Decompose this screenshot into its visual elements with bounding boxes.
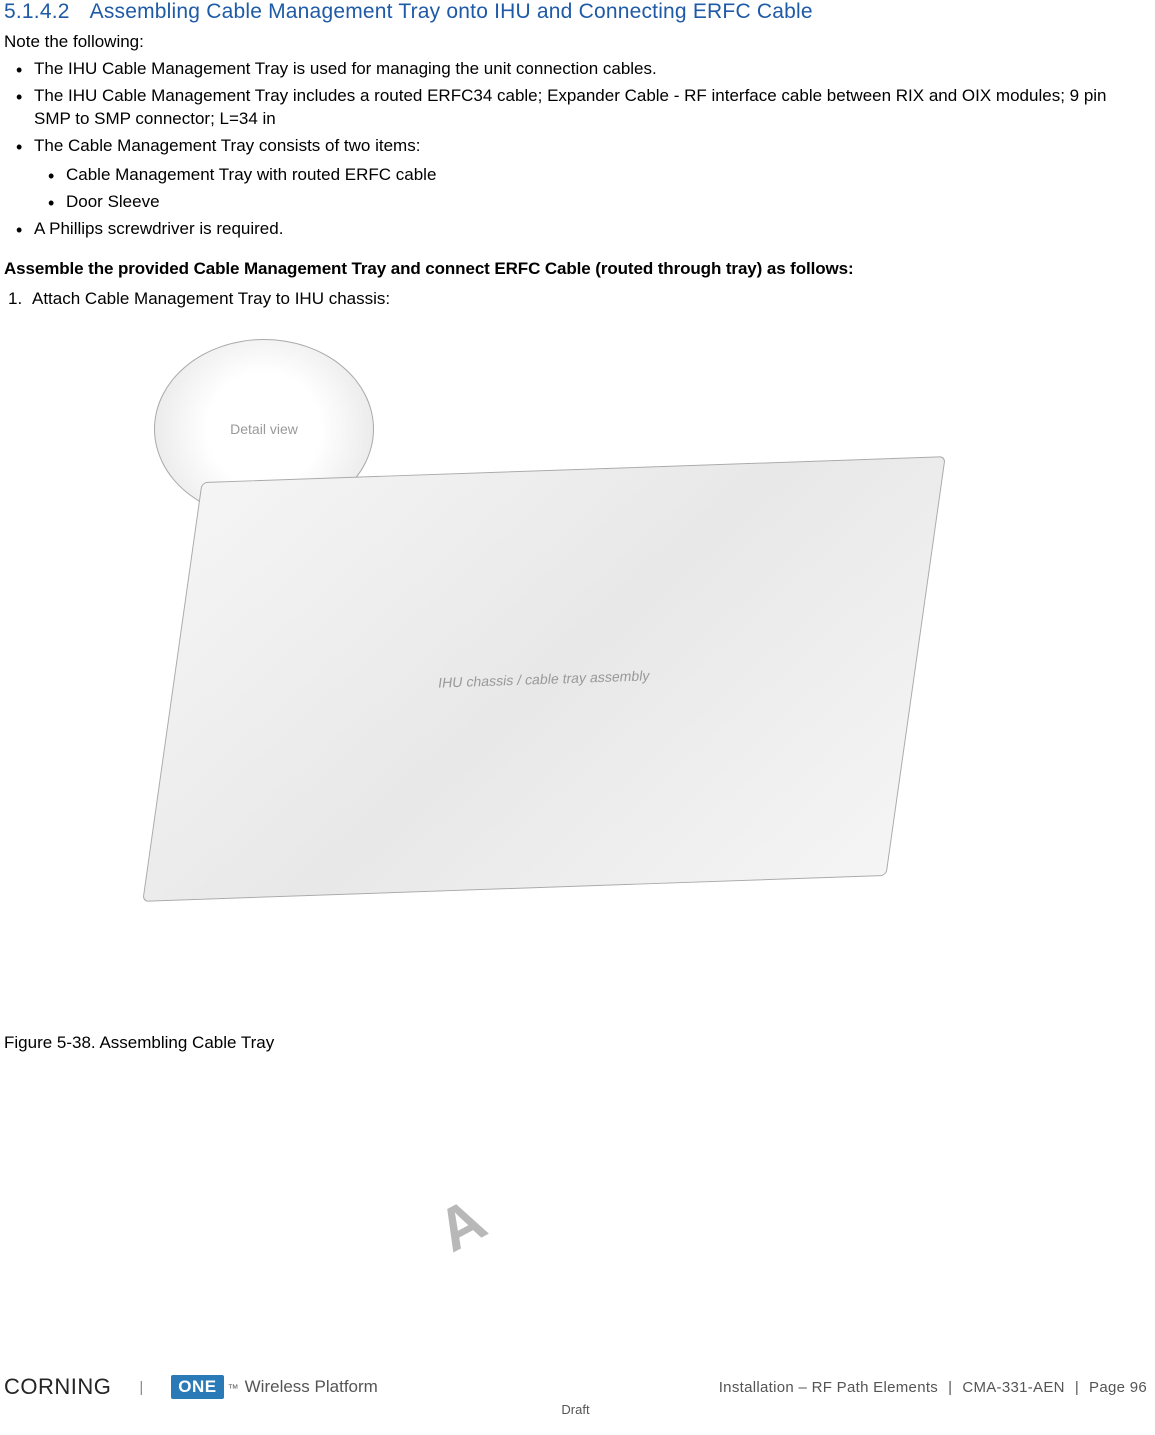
bullet-text: The Cable Management Tray consists of tw… (34, 136, 420, 155)
draft-label: Draft (4, 1402, 1147, 1417)
nested-bullet-item: Door Sleeve (48, 191, 1147, 214)
footer-right: Installation – RF Path Elements | CMA-33… (719, 1379, 1147, 1396)
footer-left: CORNING | ONE ™ Wireless Platform (4, 1374, 378, 1400)
page-content: 5.1.4.2 Assembling Cable Management Tray … (0, 0, 1155, 1053)
figure-label: IHU chassis / cable tray assembly (437, 667, 651, 690)
bullet-list: The IHU Cable Management Tray is used fo… (4, 58, 1147, 241)
doc-id: CMA-331-AEN (962, 1379, 1065, 1396)
page-footer: CORNING | ONE ™ Wireless Platform Install… (0, 1374, 1155, 1417)
bullet-item: The IHU Cable Management Tray is used fo… (16, 58, 1147, 81)
doc-section: Installation – RF Path Elements (719, 1379, 938, 1396)
divider: | (139, 1379, 143, 1396)
watermark-letter: A (426, 1185, 495, 1265)
section-heading: 5.1.4.2 Assembling Cable Management Tray … (4, 0, 1147, 24)
figure-caption: Figure 5-38. Assembling Cable Tray (4, 1033, 1147, 1053)
numbered-list: Attach Cable Management Tray to IHU chas… (4, 289, 1147, 309)
section-number: 5.1.4.2 (4, 0, 70, 23)
one-brand: ONE ™ Wireless Platform (171, 1375, 378, 1399)
footer-line: CORNING | ONE ™ Wireless Platform Install… (4, 1374, 1147, 1400)
figure-main-illustration: IHU chassis / cable tray assembly (142, 456, 945, 902)
one-box: ONE (171, 1375, 223, 1399)
separator: | (1075, 1379, 1079, 1396)
bullet-item: The Cable Management Tray consists of tw… (16, 135, 1147, 214)
corning-logo: CORNING (4, 1374, 111, 1400)
section-title-text: Assembling Cable Management Tray onto IH… (90, 0, 813, 23)
intro-text: Note the following: (4, 32, 1147, 52)
figure-container: T A Detail view IHU chassis / cable tray… (134, 329, 984, 1029)
numbered-item: Attach Cable Management Tray to IHU chas… (8, 289, 1147, 309)
platform-text: Wireless Platform (245, 1377, 378, 1397)
nested-bullet-list: Cable Management Tray with routed ERFC c… (34, 164, 1147, 214)
bullet-item: A Phillips screwdriver is required. (16, 218, 1147, 241)
page-number: Page 96 (1089, 1379, 1147, 1396)
bullet-item: The IHU Cable Management Tray includes a… (16, 85, 1147, 131)
nested-bullet-item: Cable Management Tray with routed ERFC c… (48, 164, 1147, 187)
separator: | (948, 1379, 952, 1396)
trademark-symbol: ™ (228, 1383, 239, 1395)
assemble-heading: Assemble the provided Cable Management T… (4, 259, 1147, 279)
figure-label: Detail view (230, 421, 298, 437)
